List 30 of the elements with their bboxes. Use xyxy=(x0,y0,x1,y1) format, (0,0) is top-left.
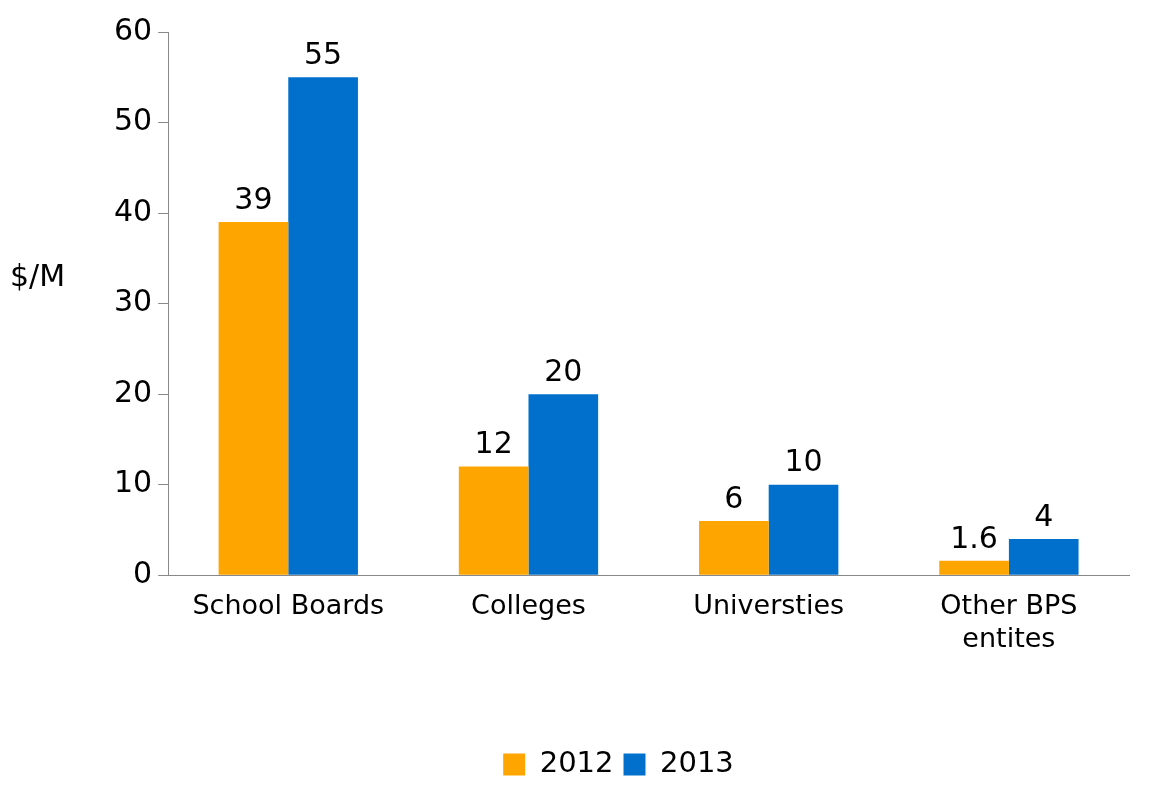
data-label: 1.6 xyxy=(950,519,998,555)
x-tick-label: Colleges xyxy=(471,589,586,621)
y-tick-label: 60 xyxy=(113,11,153,47)
y-tick-label: 50 xyxy=(113,102,153,138)
bar xyxy=(218,222,289,575)
y-tick-label: 40 xyxy=(113,192,153,228)
x-tick-label: Other BPS entites xyxy=(940,589,1078,653)
bar xyxy=(458,466,529,575)
data-label: 6 xyxy=(724,479,744,515)
x-tick-label: Universties xyxy=(693,589,845,621)
legend-label: 2013 xyxy=(660,745,734,780)
y-axis-title: $/M xyxy=(10,258,66,294)
bar xyxy=(699,520,769,575)
legend-label: 2012 xyxy=(539,745,614,780)
data-label: 12 xyxy=(474,425,513,461)
bar xyxy=(939,560,1009,575)
data-label: 39 xyxy=(234,180,273,216)
data-label: 4 xyxy=(1034,497,1054,533)
bar xyxy=(528,394,599,575)
y-tick-label: 30 xyxy=(113,283,153,319)
data-label: 10 xyxy=(784,443,823,479)
y-tick-label: 10 xyxy=(113,464,153,500)
y-tick-label: 0 xyxy=(133,555,153,590)
bar xyxy=(1008,538,1079,575)
bar xyxy=(768,484,839,575)
data-label: 20 xyxy=(544,352,583,388)
data-label: 55 xyxy=(304,36,343,72)
bar xyxy=(288,77,358,575)
y-tick-label: 20 xyxy=(113,373,153,409)
x-tick-label: School Boards xyxy=(192,589,385,621)
